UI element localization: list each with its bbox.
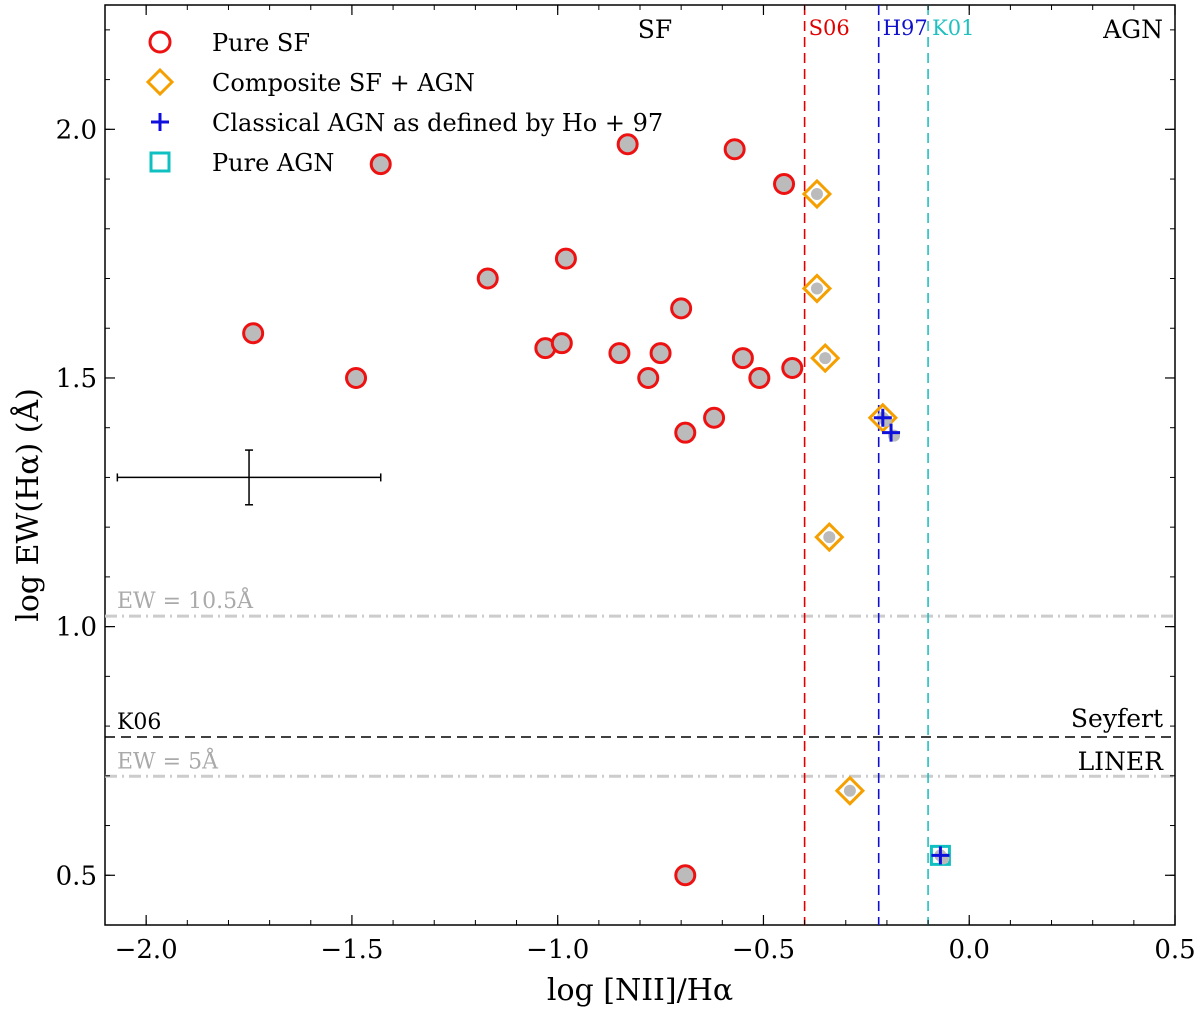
pure-sf-point xyxy=(649,342,672,365)
pure-sf-point xyxy=(242,322,265,345)
composite-point-fill xyxy=(819,352,832,365)
y-tick-label: 1.0 xyxy=(56,613,97,643)
x-tick-label: −0.5 xyxy=(732,935,795,965)
pure-sf-point xyxy=(616,133,639,156)
pure-sf-point xyxy=(773,173,796,196)
y-tick-label: 0.5 xyxy=(56,861,97,891)
composite-point-fill xyxy=(810,282,823,295)
legend: Pure SF Composite SF + AGN Classical AGN a… xyxy=(145,29,663,177)
legend-marker-square xyxy=(149,151,171,173)
region-label-agn: AGN xyxy=(1102,15,1163,44)
pure-sf-point xyxy=(723,138,746,161)
pure-sf-point xyxy=(369,153,392,176)
legend-label: Classical AGN as defined by Ho + 97 xyxy=(212,109,663,137)
pure-sf-point xyxy=(608,342,631,365)
region-label-sf: SF xyxy=(638,15,672,44)
x-tick-label: 0.0 xyxy=(949,935,990,965)
pure-sf-point xyxy=(670,297,693,320)
plot-frame-box xyxy=(104,4,1176,926)
pure-sf-point xyxy=(731,347,754,370)
composite-point xyxy=(801,178,833,210)
x-tick-label: −1.5 xyxy=(320,935,383,965)
x-axis-label: log [NII]/Hα xyxy=(547,973,733,1008)
classical-agn-point xyxy=(873,408,892,427)
pure-sf-point xyxy=(674,864,697,887)
vertical-line-label: S06 xyxy=(809,16,850,40)
axis-ticks: −2.0 −1.5 −1.0 −0.5 0.0 0.5 0.5 1.0 1.5 2.0 xyxy=(56,5,1196,965)
pure-sf-point xyxy=(637,366,660,389)
pure-sf-point xyxy=(781,357,804,380)
legend-marker-diamond xyxy=(145,67,175,97)
composite-point-fill xyxy=(810,187,823,200)
composite-point xyxy=(801,273,833,304)
composite-point xyxy=(834,775,866,806)
pure-sf-point xyxy=(748,366,771,389)
composite-point xyxy=(814,521,845,553)
composite-point xyxy=(867,402,898,433)
composite-point xyxy=(810,342,841,374)
pure-sf-point xyxy=(550,332,573,355)
pure-sf-point xyxy=(476,267,499,290)
classical-agn-point xyxy=(931,846,950,865)
pure-sf-point xyxy=(674,421,697,444)
pure-sf-point xyxy=(345,366,368,389)
composite-point-fill xyxy=(843,784,856,797)
legend-label: Pure AGN xyxy=(212,149,334,177)
vertical-line-label: K01 xyxy=(932,16,974,40)
legend-label: Pure SF xyxy=(212,29,310,57)
horizontal-line-label: EW = 5Å xyxy=(117,746,219,774)
pure-sf-point xyxy=(703,406,726,429)
legend-label: Composite SF + AGN xyxy=(212,69,475,97)
x-tick-label: −1.0 xyxy=(526,935,589,965)
classical-agn-point xyxy=(882,423,901,442)
vertical-line-label: H97 xyxy=(883,16,928,40)
horizontal-line-label: K06 xyxy=(117,710,161,735)
y-axis-label: log EW(Hα) (Å) xyxy=(10,388,46,622)
x-tick-label: 0.5 xyxy=(1154,935,1195,965)
horizontal-line-label: EW = 10.5Å xyxy=(117,586,254,614)
y-tick-label: 1.5 xyxy=(56,364,97,394)
plot-area xyxy=(104,4,1176,926)
data-points xyxy=(242,133,951,887)
composite-point-fill xyxy=(823,531,836,544)
legend-marker-circle xyxy=(148,30,172,54)
pure-sf-point xyxy=(554,247,577,270)
reference-lines: EW = 10.5Å K06 EW = 5Å S06 H97 K01 xyxy=(105,5,1175,925)
x-tick-label: −2.0 xyxy=(115,935,178,965)
region-label-seyfert: Seyfert xyxy=(1071,704,1163,733)
region-label-liner: LINER xyxy=(1078,747,1165,776)
annotations: SF AGN Seyfert LINER xyxy=(116,15,1165,776)
y-tick-label: 2.0 xyxy=(56,115,97,145)
